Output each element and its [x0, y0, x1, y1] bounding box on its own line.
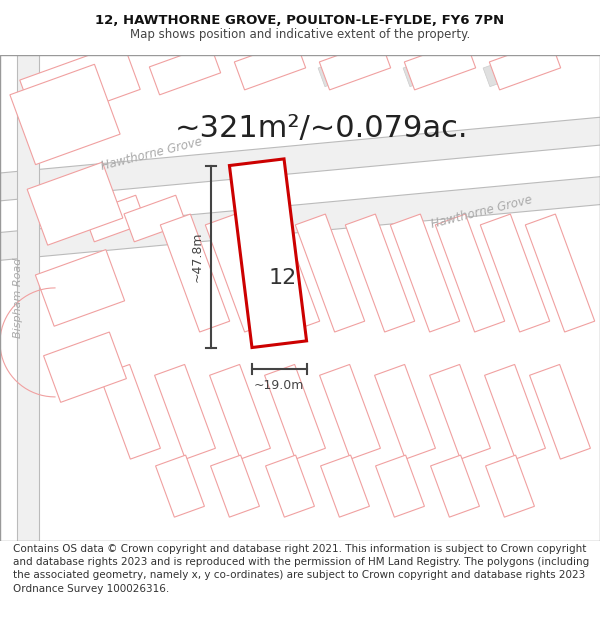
Polygon shape	[124, 195, 186, 242]
Polygon shape	[430, 364, 490, 459]
Polygon shape	[376, 455, 424, 517]
Polygon shape	[38, 172, 112, 236]
Polygon shape	[218, 465, 252, 508]
Polygon shape	[46, 259, 115, 318]
Polygon shape	[250, 214, 320, 332]
Polygon shape	[390, 214, 460, 332]
Polygon shape	[530, 364, 590, 459]
Polygon shape	[403, 51, 457, 87]
Polygon shape	[155, 364, 215, 459]
Polygon shape	[44, 195, 106, 242]
Polygon shape	[20, 74, 110, 155]
Polygon shape	[172, 232, 218, 314]
Polygon shape	[490, 40, 560, 90]
Polygon shape	[485, 455, 535, 517]
Polygon shape	[27, 162, 123, 245]
Polygon shape	[319, 40, 391, 90]
Polygon shape	[328, 465, 362, 508]
Polygon shape	[494, 380, 536, 444]
Polygon shape	[431, 455, 479, 517]
Text: ~321m²/~0.079ac.: ~321m²/~0.079ac.	[175, 114, 469, 144]
Polygon shape	[164, 380, 206, 444]
Polygon shape	[35, 249, 125, 326]
Polygon shape	[160, 214, 230, 332]
Polygon shape	[211, 455, 259, 517]
Polygon shape	[318, 51, 372, 87]
Polygon shape	[385, 380, 425, 444]
Polygon shape	[266, 455, 314, 517]
Polygon shape	[238, 51, 292, 87]
Polygon shape	[493, 465, 527, 508]
Polygon shape	[20, 42, 140, 127]
Polygon shape	[274, 380, 316, 444]
Polygon shape	[53, 340, 118, 394]
Polygon shape	[320, 364, 380, 459]
Polygon shape	[31, 51, 129, 119]
Polygon shape	[439, 380, 481, 444]
Polygon shape	[404, 40, 476, 90]
Polygon shape	[345, 214, 415, 332]
Polygon shape	[539, 380, 581, 444]
Polygon shape	[0, 116, 600, 202]
Polygon shape	[485, 364, 545, 459]
Polygon shape	[525, 214, 595, 332]
Text: Map shows position and indicative extent of the property.: Map shows position and indicative extent…	[130, 28, 470, 41]
Polygon shape	[402, 232, 448, 314]
Polygon shape	[483, 51, 537, 87]
Text: Hawthorne Grove: Hawthorne Grove	[100, 135, 204, 173]
Polygon shape	[44, 332, 127, 402]
Polygon shape	[447, 232, 493, 314]
Polygon shape	[109, 380, 151, 444]
Polygon shape	[149, 45, 221, 95]
Text: Hawthorne Grove: Hawthorne Grove	[430, 192, 534, 231]
Polygon shape	[480, 214, 550, 332]
Polygon shape	[217, 232, 263, 314]
Polygon shape	[435, 214, 505, 332]
Polygon shape	[329, 380, 371, 444]
Polygon shape	[209, 364, 271, 459]
Polygon shape	[163, 465, 197, 508]
Polygon shape	[438, 465, 472, 508]
Polygon shape	[100, 364, 160, 459]
Polygon shape	[273, 465, 307, 508]
Text: 12, HAWTHORNE GROVE, POULTON-LE-FYLDE, FY6 7PN: 12, HAWTHORNE GROVE, POULTON-LE-FYLDE, F…	[95, 14, 505, 27]
Polygon shape	[320, 455, 370, 517]
Polygon shape	[84, 195, 146, 242]
Polygon shape	[155, 455, 205, 517]
Polygon shape	[229, 159, 307, 348]
Polygon shape	[383, 465, 417, 508]
Polygon shape	[158, 54, 212, 89]
Polygon shape	[205, 214, 275, 332]
Polygon shape	[0, 175, 600, 262]
Text: Bispham Road: Bispham Road	[13, 258, 23, 338]
Text: 12: 12	[269, 268, 297, 288]
Polygon shape	[10, 64, 120, 164]
Text: Contains OS data © Crown copyright and database right 2021. This information is : Contains OS data © Crown copyright and d…	[13, 544, 589, 594]
Polygon shape	[357, 232, 403, 314]
Polygon shape	[295, 214, 365, 332]
Polygon shape	[235, 40, 305, 90]
Polygon shape	[374, 364, 436, 459]
Polygon shape	[537, 232, 583, 314]
Polygon shape	[17, 25, 39, 561]
Polygon shape	[220, 380, 260, 444]
Polygon shape	[492, 232, 538, 314]
Text: ~47.8m: ~47.8m	[190, 231, 203, 282]
Text: ~19.0m: ~19.0m	[254, 379, 304, 392]
Polygon shape	[265, 364, 325, 459]
